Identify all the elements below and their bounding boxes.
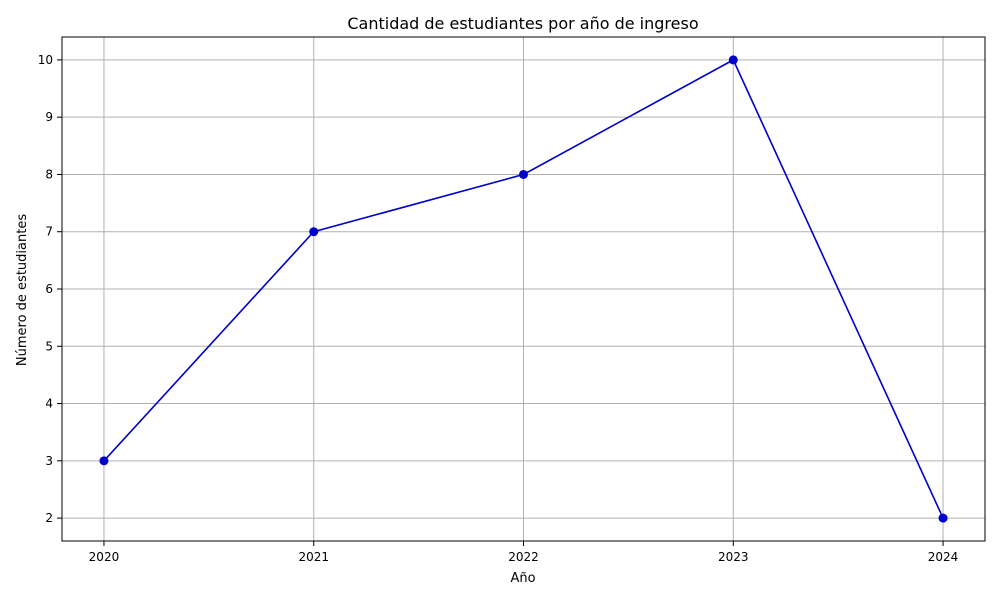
data-point bbox=[938, 513, 948, 523]
x-tick-label: 2024 bbox=[928, 550, 959, 564]
y-axis-label: Número de estudiantes bbox=[15, 214, 30, 366]
y-tick-label: 10 bbox=[38, 53, 53, 67]
y-tick-label: 5 bbox=[45, 339, 53, 353]
y-tick-label: 7 bbox=[45, 225, 53, 239]
x-tick-label: 2021 bbox=[298, 550, 329, 564]
x-tick-label: 2022 bbox=[508, 550, 539, 564]
data-point bbox=[728, 55, 738, 65]
data-point bbox=[309, 227, 319, 237]
grid-layer bbox=[62, 37, 985, 541]
y-tick-label: 4 bbox=[45, 397, 53, 411]
data-point bbox=[99, 456, 109, 466]
y-tick-label: 6 bbox=[45, 282, 53, 296]
y-tick-label: 2 bbox=[45, 511, 53, 525]
axes-layer: 2020 2021 2022 2023 2024 2 3 4 5 6 7 8 9 10 bbox=[38, 36, 986, 564]
y-tick-label: 3 bbox=[45, 454, 53, 468]
x-tick-label: 2020 bbox=[89, 550, 120, 564]
y-tick-label: 8 bbox=[45, 167, 53, 181]
series-layer bbox=[99, 55, 948, 523]
y-tick-label: 9 bbox=[45, 110, 53, 124]
chart-title: Cantidad de estudiantes por año de ingre… bbox=[347, 14, 698, 33]
x-tick-label: 2023 bbox=[718, 550, 749, 564]
plot-frame bbox=[61, 36, 986, 542]
x-axis-label: Año bbox=[510, 571, 535, 586]
data-point bbox=[519, 169, 528, 179]
